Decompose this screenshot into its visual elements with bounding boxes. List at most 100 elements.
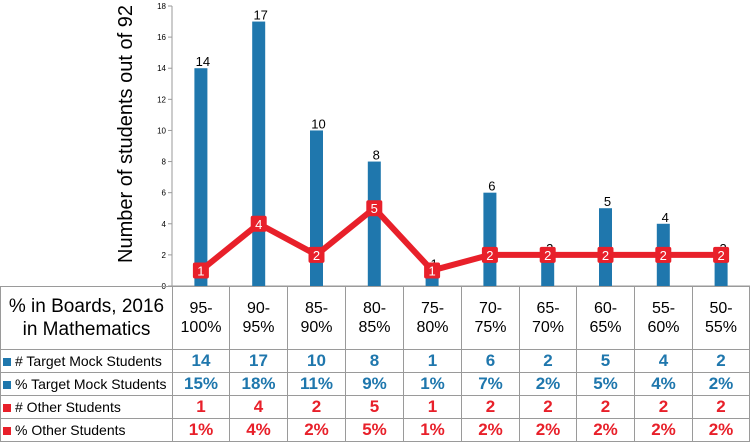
table-cell: 2% [576,418,635,442]
table-cell: 15% [172,372,230,396]
table-corner-label: % in Boards, 2016 in Mathematics [0,286,173,350]
line-point [713,246,730,263]
table-cell: 2 [692,349,750,373]
legend-swatch [3,358,11,367]
column-header: 95- 100% [172,286,230,350]
column-header: 55- 60% [634,286,693,350]
y-tick-label: 18 [157,2,166,11]
y-tick-label: 8 [162,158,167,167]
table-cell: 2% [519,372,577,396]
bar-data-label: 17 [253,8,267,23]
y-tick-label: 6 [162,189,167,198]
table-cell: 2 [576,395,635,419]
table-cell: 2 [461,395,520,419]
line-point-label: 2 [544,248,551,263]
table-cell: 2% [519,418,577,442]
chart: 02468101214161814171081625421425122222 [157,2,750,290]
table-cell: 2 [519,395,577,419]
table-cell: 2% [287,418,346,442]
bar-data-label: 4 [662,210,669,225]
table-cell: 1 [172,395,230,419]
bar-data-label: 8 [373,148,380,163]
table-cell: 2% [692,418,750,442]
row-label-text: % Other Students [15,422,126,438]
table-cell: 1 [403,395,462,419]
table-cell: 4% [229,418,288,442]
column-header: 70- 75% [461,286,520,350]
y-tick-label: 2 [162,251,167,260]
table-cell: 10 [287,349,346,373]
line-point-label: 5 [371,201,378,216]
table-cell: 9% [345,372,404,396]
table-cell: 18% [229,372,288,396]
table-row: # Target Mock Students 14 17 10 8 1 6 2 5 4 2 [0,349,750,373]
table-cell: 4 [634,349,693,373]
bar [367,161,381,286]
bar [252,21,266,287]
legend-swatch [3,381,11,390]
y-tick-label: 14 [157,64,166,73]
column-header: 65- 70% [519,286,577,350]
line-point [308,246,325,263]
line-point [481,246,498,263]
row-label: % Other Students [0,418,173,442]
table-cell: 5 [345,395,404,419]
table-cell: 4% [634,372,693,396]
legend-swatch [3,404,11,413]
series-line [199,205,722,274]
line-point-label: 1 [428,263,435,278]
corner-line-2: in Mathematics [22,319,151,340]
table-cell: 14 [172,349,230,373]
line-point-label: 2 [486,248,493,263]
table-cell: 2% [692,372,750,396]
line-point [655,246,672,263]
table-cell: 2 [519,349,577,373]
line-point [539,246,556,263]
table-cell: 2 [634,395,693,419]
column-header: 75- 80% [403,286,462,350]
table-cell: 2 [692,395,750,419]
table-row: % Other Students 1% 4% 2% 5% 1% 2% 2% 2% 2% 2% [0,418,750,442]
line-point [366,200,383,217]
y-axis-label: Number of students out of 92 [115,5,137,263]
table-cell: 7% [461,372,520,396]
table-cell: 1% [172,418,230,442]
legend-swatch [3,427,11,436]
bar-data-label: 10 [311,116,325,131]
table-cell: 5% [345,418,404,442]
line-point-label: 2 [717,248,724,263]
line-point [250,215,267,232]
line-point-label: 2 [602,248,609,263]
table-cell: 1 [403,349,462,373]
line-point-label: 4 [255,217,262,232]
row-label-text: # Target Mock Students [15,353,162,369]
table-cell: 2% [634,418,693,442]
y-tick-label: 12 [157,95,166,104]
table-row: # Other Students 1 4 2 5 1 2 2 2 2 2 [0,395,750,419]
table-cell: 1% [403,372,462,396]
row-label: % Target Mock Students [0,372,173,396]
bar [194,68,208,286]
column-header: 85- 90% [287,286,346,350]
table-cell: 11% [287,372,346,396]
bar-data-label: 5 [604,194,611,209]
line-point-label: 2 [313,248,320,263]
row-label-text: # Other Students [15,399,121,415]
column-header: 80- 85% [345,286,404,350]
table-row: % Target Mock Students 15% 18% 11% 9% 1% 7% 2% 5… [0,372,750,396]
line-point [424,262,441,279]
y-tick-label: 16 [157,33,166,42]
line-point-label: 2 [660,248,667,263]
table-cell: 2% [461,418,520,442]
bar [483,192,497,286]
corner-line-1: % in Boards, 2016 [8,296,165,317]
table-cell: 17 [229,349,288,373]
row-label-text: % Target Mock Students [15,376,167,392]
data-table: % in Boards, 2016 in Mathematics 95- 100%… [0,286,750,442]
bar-data-label: 6 [488,179,495,194]
table-cell: 2 [287,395,346,419]
y-axis-label-container: Number of students out of 92 [112,0,142,270]
row-label: # Other Students [0,395,173,419]
table-cell: 5% [576,372,635,396]
table-cell: 4 [229,395,288,419]
